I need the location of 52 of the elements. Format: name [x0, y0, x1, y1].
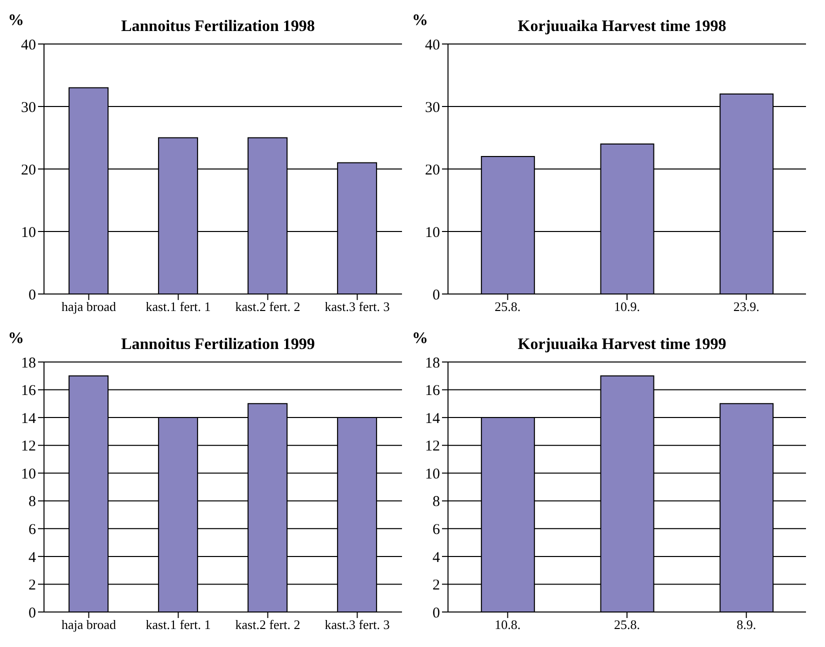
x-tick-label: kast.2 fert. 2 — [235, 617, 300, 632]
x-tick-label: kast.1 fert. 1 — [146, 299, 211, 314]
y-tick-label: 10 — [21, 466, 36, 482]
y-axis-title: % — [8, 12, 24, 30]
y-tick-label: 2 — [432, 578, 440, 594]
x-tick-label: haja broad — [61, 617, 116, 632]
y-tick-label: 0 — [432, 605, 440, 622]
y-axis-title: % — [412, 330, 428, 348]
y-tick-label: 0 — [28, 605, 36, 622]
y-tick-label: 10 — [21, 224, 36, 241]
y-tick-label: 0 — [432, 287, 440, 304]
y-tick-label: 40 — [21, 37, 36, 54]
y-tick-label: 0 — [28, 287, 36, 304]
x-tick-label: kast.3 fert. 3 — [324, 299, 390, 314]
x-tick-label: kast.1 fert. 1 — [146, 617, 211, 632]
chart-title: Korjuuaika Harvest time 1999 — [516, 336, 728, 354]
y-tick-label: 4 — [432, 550, 440, 566]
x-tick-label: 8.9. — [736, 617, 756, 632]
y-tick-label: 14 — [21, 410, 36, 427]
x-tick-label: 10.9. — [614, 299, 640, 314]
y-tick-label: 2 — [28, 578, 36, 594]
chart-title: Lannoitus Fertilization 1999 — [120, 336, 316, 354]
y-tick-label: 18 — [21, 355, 36, 372]
y-tick-label: 18 — [425, 355, 440, 372]
y-tick-label: 6 — [28, 522, 36, 538]
x-tick-label: 23.9. — [733, 299, 760, 314]
chart-title: Korjuuaika Harvest time 1998 — [516, 18, 728, 36]
y-tick-label: 8 — [28, 494, 36, 510]
x-tick-label: haja broad — [61, 299, 116, 314]
y-tick-label: 16 — [425, 383, 440, 400]
y-tick-label: 12 — [425, 438, 440, 455]
y-tick-label: 10 — [425, 224, 440, 241]
y-tick-label: 20 — [21, 162, 36, 178]
x-tick-label: kast.2 fert. 2 — [235, 299, 300, 314]
chart-title: Lannoitus Fertilization 1998 — [120, 18, 316, 36]
y-axis-title: % — [8, 330, 24, 348]
y-tick-label: 8 — [432, 494, 440, 510]
y-tick-label: 30 — [425, 100, 440, 116]
y-tick-label: 16 — [21, 383, 36, 400]
x-tick-label: 25.8. — [494, 299, 521, 314]
x-tick-label: 10.8. — [494, 617, 521, 632]
y-tick-label: 10 — [425, 466, 440, 482]
y-tick-label: 40 — [425, 37, 440, 54]
y-tick-label: 12 — [21, 438, 36, 455]
y-tick-label: 30 — [21, 100, 36, 116]
y-tick-label: 20 — [425, 162, 440, 178]
y-tick-label: 4 — [28, 550, 36, 566]
y-axis-title: % — [412, 12, 428, 30]
x-tick-label: 25.8. — [614, 617, 640, 632]
y-tick-label: 6 — [432, 522, 440, 538]
x-tick-label: kast.3 fert. 3 — [324, 617, 390, 632]
y-tick-label: 14 — [425, 410, 440, 427]
